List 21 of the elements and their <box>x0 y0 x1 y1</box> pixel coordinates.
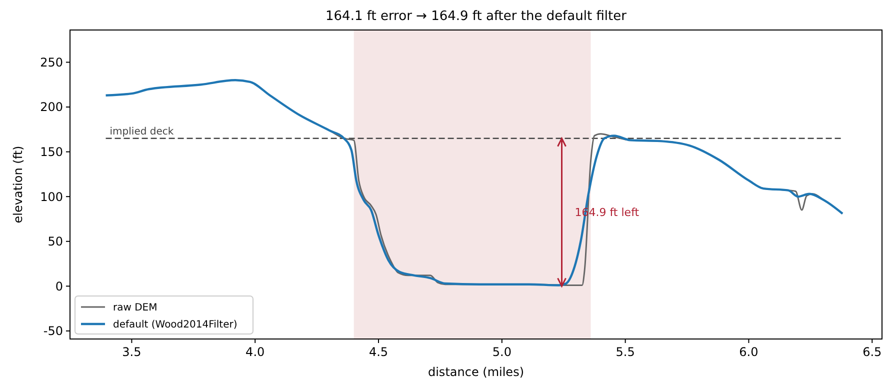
line-series <box>104 79 844 286</box>
x-tick-label: 5.5 <box>616 345 635 359</box>
chart-title: 164.1 ft error → 164.9 ft after the default filter <box>326 9 628 24</box>
y-axis-title: elevation (ft) <box>11 146 25 224</box>
y-tick-label: 50 <box>48 234 63 249</box>
x-axis-title: distance (miles) <box>428 365 524 379</box>
x-tick-label: 6.0 <box>739 345 758 359</box>
x-tick-label: 4.0 <box>246 345 265 359</box>
legend-label: raw DEM <box>113 302 158 314</box>
x-tick-label: 6.5 <box>862 345 882 359</box>
y-tick-label: 150 <box>40 145 63 160</box>
y-tick-label: -50 <box>43 324 63 338</box>
x-tick-label: 3.5 <box>122 345 142 359</box>
ref-line-label: implied deck <box>110 126 174 138</box>
y-tick-label: 200 <box>40 100 63 114</box>
y-tick-label: 100 <box>40 190 63 204</box>
x-tick-label: 4.5 <box>368 345 388 359</box>
y-tick-label: 0 <box>55 279 63 294</box>
x-tick-label: 5.0 <box>492 345 512 359</box>
legend-label: default (Wood2014Filter) <box>113 320 238 330</box>
y-tick-label: 250 <box>40 55 63 70</box>
